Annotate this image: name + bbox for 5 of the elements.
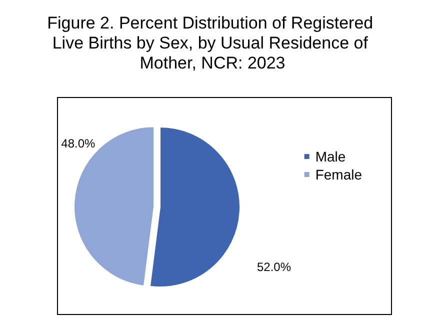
chart-title: Figure 2. Percent Distribution of Registered Live Births by Sex, by Usual Residence of Mother, NCR: 2023 [47,14,378,72]
data-label: 52.0% [257,260,292,274]
legend-label: Male [315,148,346,164]
legend-label: Female [315,166,362,182]
data-label: 48.0% [61,136,96,150]
